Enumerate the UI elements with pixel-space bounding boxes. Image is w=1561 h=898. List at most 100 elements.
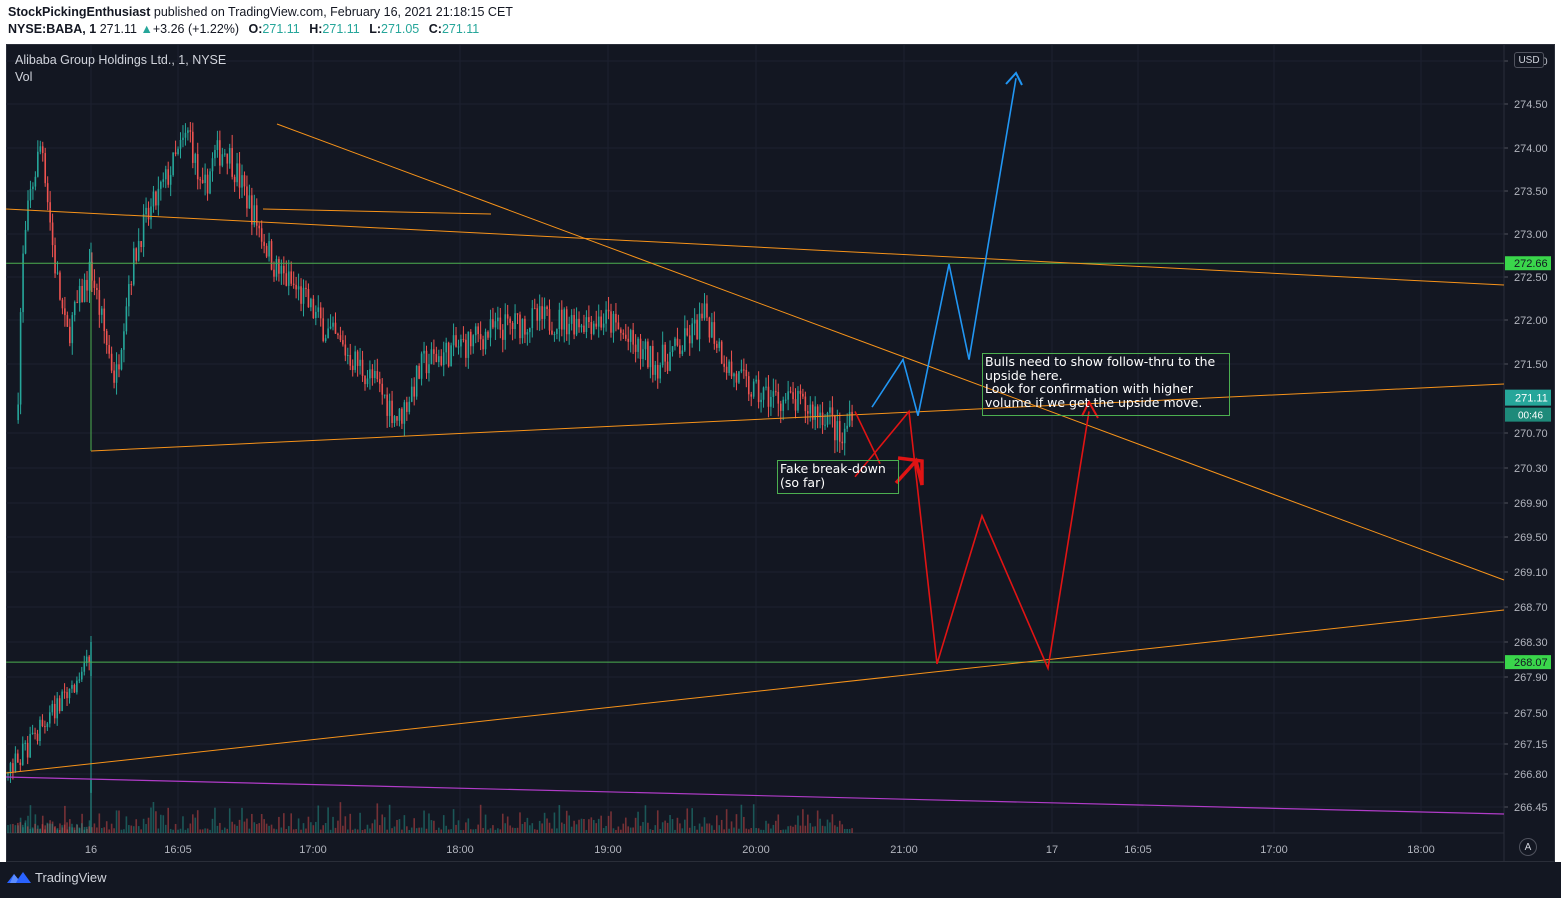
- candle-body: [376, 371, 379, 380]
- volume-bar: [98, 813, 101, 833]
- candle-body: [167, 169, 170, 185]
- level-price-label-bg: [1505, 655, 1551, 670]
- candle-body: [442, 352, 445, 366]
- candle-body: [452, 335, 455, 346]
- volume-bar: [337, 820, 339, 833]
- candle-body: [433, 349, 435, 354]
- candle-body: [61, 299, 64, 309]
- volume-bar: [231, 821, 233, 833]
- volume-bar: [142, 818, 145, 833]
- volume-bar: [620, 829, 622, 833]
- candle-body: [132, 248, 135, 285]
- candle-body: [779, 403, 782, 411]
- volume-bar: [317, 805, 320, 833]
- volume-bar: [214, 807, 216, 833]
- volume-bar: [61, 827, 64, 833]
- candle-body: [551, 330, 553, 335]
- candle-body: [529, 328, 531, 333]
- volume-bar: [73, 829, 76, 833]
- tradingview-logo[interactable]: TradingView: [7, 870, 107, 885]
- author-name[interactable]: StockPickingEnthusiast: [8, 5, 151, 19]
- bulls-annotation[interactable]: Bulls need to show follow-thru to the up…: [982, 353, 1230, 416]
- volume-bar: [797, 815, 799, 833]
- volume-bar: [819, 818, 821, 833]
- candle-body: [713, 322, 716, 344]
- candle-body: [524, 318, 526, 335]
- candle-body: [738, 371, 740, 383]
- candle-body: [509, 318, 511, 323]
- auto-scale-button[interactable]: A: [1519, 838, 1537, 856]
- candle-body: [86, 279, 88, 291]
- candle-body: [723, 363, 725, 367]
- candle-body: [206, 174, 209, 194]
- candle-body: [398, 408, 401, 421]
- candle-body: [836, 421, 839, 441]
- candle-body: [765, 386, 767, 388]
- candle-body: [179, 140, 182, 149]
- candle-body: [73, 302, 76, 316]
- chart-area[interactable]: [6, 44, 1555, 862]
- open-label: O:: [248, 22, 263, 36]
- volume-bar: [319, 829, 322, 833]
- volume-bar: [147, 817, 150, 833]
- volume-bar: [607, 815, 610, 833]
- candle-body: [588, 317, 590, 323]
- candle-body: [78, 679, 81, 681]
- candle-body: [155, 191, 157, 206]
- volume-bar: [260, 814, 263, 833]
- candle-body: [499, 317, 502, 330]
- candle-body: [681, 350, 684, 354]
- volume-bar: [492, 825, 494, 833]
- volume-bar: [644, 805, 647, 833]
- candle-body: [69, 326, 71, 344]
- candle-body: [26, 742, 29, 758]
- volume-bar: [460, 829, 462, 833]
- volume-bar: [656, 810, 659, 833]
- candle-body: [718, 341, 721, 348]
- candle-body: [819, 412, 821, 418]
- time-tick-label: 19:00: [594, 844, 622, 856]
- volume-bar: [536, 829, 539, 833]
- fake-breakdown-annotation[interactable]: Fake break-down (so far): [777, 460, 899, 494]
- volume-bar: [386, 829, 388, 833]
- candle-body: [536, 308, 539, 321]
- volume-bar: [7, 825, 9, 833]
- close-value: 271.11: [441, 22, 480, 36]
- volume-bar: [196, 810, 199, 833]
- volume-bar: [120, 829, 123, 833]
- trendline: [5, 609, 1505, 774]
- price-tick-label: 272.50: [1514, 272, 1548, 284]
- volume-bar: [179, 828, 182, 833]
- candle-body: [410, 386, 413, 402]
- volume-bar: [649, 829, 652, 833]
- volume-bar: [713, 829, 716, 833]
- volume-bar: [31, 827, 34, 833]
- time-tick-label: 18:00: [1407, 844, 1435, 856]
- candle-body: [585, 317, 588, 333]
- volume-bar: [61, 825, 63, 833]
- volume-bar: [226, 828, 229, 833]
- volume-bar: [76, 823, 78, 833]
- candle-body: [169, 175, 172, 185]
- volume-bar: [73, 827, 76, 833]
- candle-body: [590, 322, 593, 334]
- bearish-arrowhead-icon: [1081, 399, 1099, 419]
- volume-bar: [802, 809, 804, 833]
- volume-bar: [590, 817, 593, 833]
- volume-bar: [703, 817, 706, 833]
- currency-badge[interactable]: USD: [1514, 52, 1544, 68]
- candle-body: [794, 399, 797, 411]
- volume-bar: [172, 829, 174, 833]
- candle-body: [814, 406, 816, 420]
- candle-body: [46, 183, 49, 203]
- candle-body: [21, 743, 24, 765]
- price-chart[interactable]: 266.45 266.80 267.15 267.50 267.90 268.30 268.…: [0, 0, 1561, 862]
- volume-bar: [83, 826, 86, 833]
- volume-bar: [494, 829, 497, 833]
- bulls-annotation-line: Bulls need to show follow-thru to the: [985, 354, 1216, 369]
- volume-bar: [723, 829, 725, 833]
- volume-bar: [548, 822, 551, 833]
- candle-body: [834, 415, 836, 441]
- volume-bar: [371, 823, 374, 833]
- open-value: 271.11: [262, 22, 300, 36]
